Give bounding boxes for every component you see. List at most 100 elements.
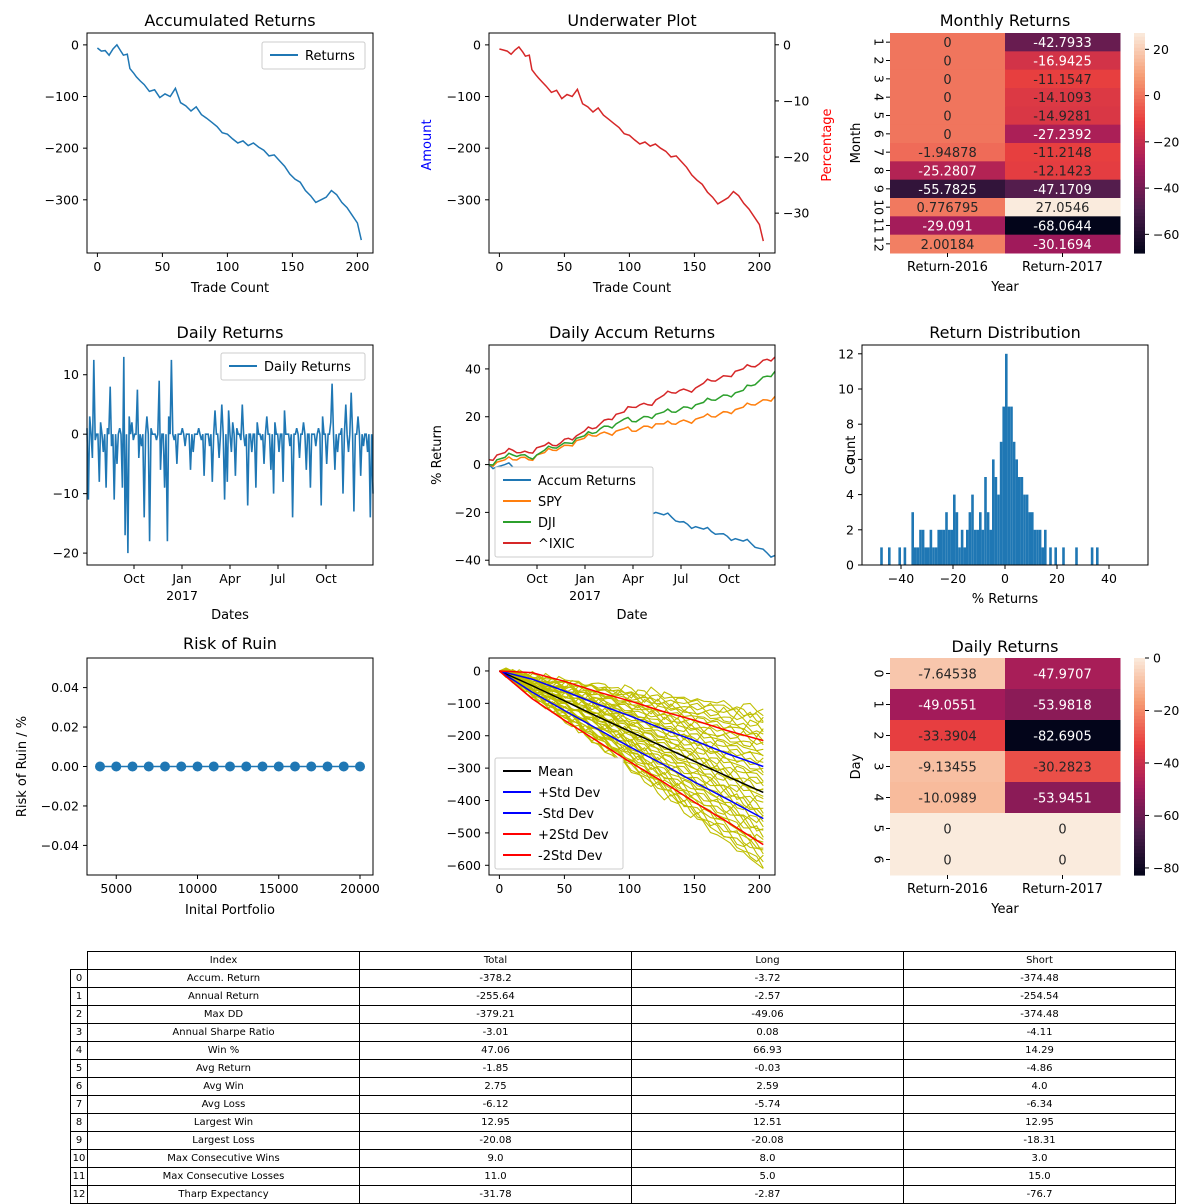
monte-carlo-ytick-label: 0 [473,663,481,678]
underwater-ylabel-right: Percentage [820,108,835,181]
table-cell: -254.54 [903,987,1176,1006]
return-dist-bar [958,547,961,565]
monte-carlo-series-line [499,670,764,794]
return-dist-bar [898,547,901,565]
monthly-cell [890,161,1006,181]
daily-heatmap-cell [1005,844,1121,876]
monthly-colorbar-band [1134,216,1145,221]
monthly-cell [1005,33,1121,52]
daily-accum-xtick-label: Jul [672,571,688,586]
return-dist-bar [1025,494,1029,565]
table-row: 0 Accum. Return -378.2 -3.72 -374.48 [70,969,1176,988]
daily-heatmap-colorbar-tick-label: −80 [1153,860,1179,875]
monte-carlo-simulation-path [499,670,764,785]
daily-heatmap-cell-label: -82.6905 [1033,730,1091,745]
daily-heatmap-cell [1005,658,1121,690]
return-dist-bar [1015,459,1018,565]
monthly-cell-label: -30.1694 [1033,238,1091,253]
table-cell: -2.87 [631,1185,904,1204]
table-cell: Largest Win [87,1113,360,1132]
table-cell: Avg Win [87,1077,360,1096]
monthly-ytick-label: 6 [872,130,887,138]
monthly-cell [1005,88,1121,107]
daily-heatmap-colorbar-band [1134,712,1145,717]
table-header-row: Index Total Long Short [71,951,1176,970]
return-dist-bar [914,547,917,565]
table-cell: -20.08 [631,1131,904,1150]
table-row: 4 Win % 47.06 66.93 14.29 [70,1041,1176,1060]
return-dist-bar [1033,529,1037,565]
daily-heatmap-colorbar-band [1134,679,1145,684]
monte-carlo-legend-label: -Std Dev [538,807,594,822]
daily-heatmap-cell-label: -49.0551 [918,699,976,714]
daily-heatmap-ytick-label: 3 [872,763,887,771]
monthly-colorbar-band [1134,113,1145,118]
monte-carlo-legend-label: +2Std Dev [538,828,609,843]
monthly-cell-label: -29.091 [922,220,972,235]
monthly-cell [1005,106,1121,126]
daily-accum-axes [488,344,776,566]
daily-heatmap-colorbar-band [1134,690,1145,695]
daily-heatmap-colorbar-band [1134,715,1145,721]
accum-returns-legend-label: Returns [305,49,355,64]
monte-carlo-legend-box [494,757,624,870]
table-cell: Max DD [87,1005,360,1024]
daily-heatmap-colorbar-band [1134,668,1145,674]
accum-returns-xtick-label: 200 [345,259,369,274]
table-cell: -255.64 [359,987,632,1006]
daily-accum-ytick-label: 0 [473,457,481,472]
monthly-colorbar-band [1134,69,1145,74]
monte-carlo-simulation-path [499,667,764,717]
monthly-colorbar-band [1134,128,1145,133]
return-dist-bar [1038,529,1042,565]
daily-accum-legend-label: DJI [538,516,556,531]
table-row: 11 Max Consecutive Losses 11.0 5.0 15.0 [70,1167,1176,1186]
daily-heatmap-ytick-label: 1 [872,701,887,709]
monthly-colorbar-band [1134,95,1145,100]
stats-table-body: Index Total Long Short 0 Accum. Return -378.2-… [70,951,1176,1204]
daily-heatmap-colorbar-band [1134,762,1145,768]
monthly-cell [890,216,1006,236]
monthly-colorbar-band [1134,198,1145,203]
daily-returns-ytick-label: 0 [71,427,79,442]
monte-carlo-ytick-label: −500 [447,825,481,840]
table-cell: 3.0 [903,1149,1176,1168]
daily-heatmap-colorbar-band [1134,661,1145,666]
monthly-ytick-label: 12 [872,236,887,252]
return-dist-xtick-label: 20 [1049,571,1065,586]
monthly-cell-label: 0 [943,91,951,106]
monthly-cell [890,179,1006,199]
monthly-cell [1005,161,1121,181]
daily-heatmap-cell-label: 0 [943,823,951,838]
monthly-cell-label: -1.94878 [918,146,976,161]
monthly-colorbar-band [1134,33,1145,38]
monte-carlo-series-line [498,670,764,820]
daily-heatmap-colorbar-band [1134,683,1145,688]
monte-carlo-xtick-label: 150 [682,881,706,896]
daily-heatmap-colorbar-band [1134,744,1145,750]
monte-carlo-simulation-path [499,670,764,870]
daily-returns-legend-label: Daily Returns [264,360,351,375]
daily-accum-xtick-label: Oct [718,571,740,586]
table-row-index: 6 [70,1077,88,1096]
return-dist-bar [984,477,987,565]
monthly-cell-label: 0 [943,73,951,88]
daily-heatmap-cell [890,813,1006,845]
table-row-index: 3 [70,1023,88,1042]
daily-heatmap-colorbar-band [1134,827,1145,833]
underwater-xtick-label: 50 [556,259,572,274]
table-cell: 47.06 [359,1041,632,1060]
monthly-cell-label: -42.7933 [1033,36,1091,51]
daily-heatmap-ytick-label: 2 [872,732,887,740]
daily-heatmap-cell-label: -33.3904 [918,730,976,745]
table-header-cell: Short [903,951,1176,970]
daily-heatmap-colorbar-band [1134,770,1145,775]
monthly-colorbar-band [1134,73,1145,78]
daily-heatmap-colorbar-band [1134,853,1145,858]
daily-heatmap-colorbar-band [1134,831,1145,836]
table-cell: 12.51 [631,1113,904,1132]
risk-of-ruin-point [176,761,187,772]
monthly-cell [890,124,1006,144]
daily-heatmap-colorbar-tick-label: −40 [1153,755,1179,770]
